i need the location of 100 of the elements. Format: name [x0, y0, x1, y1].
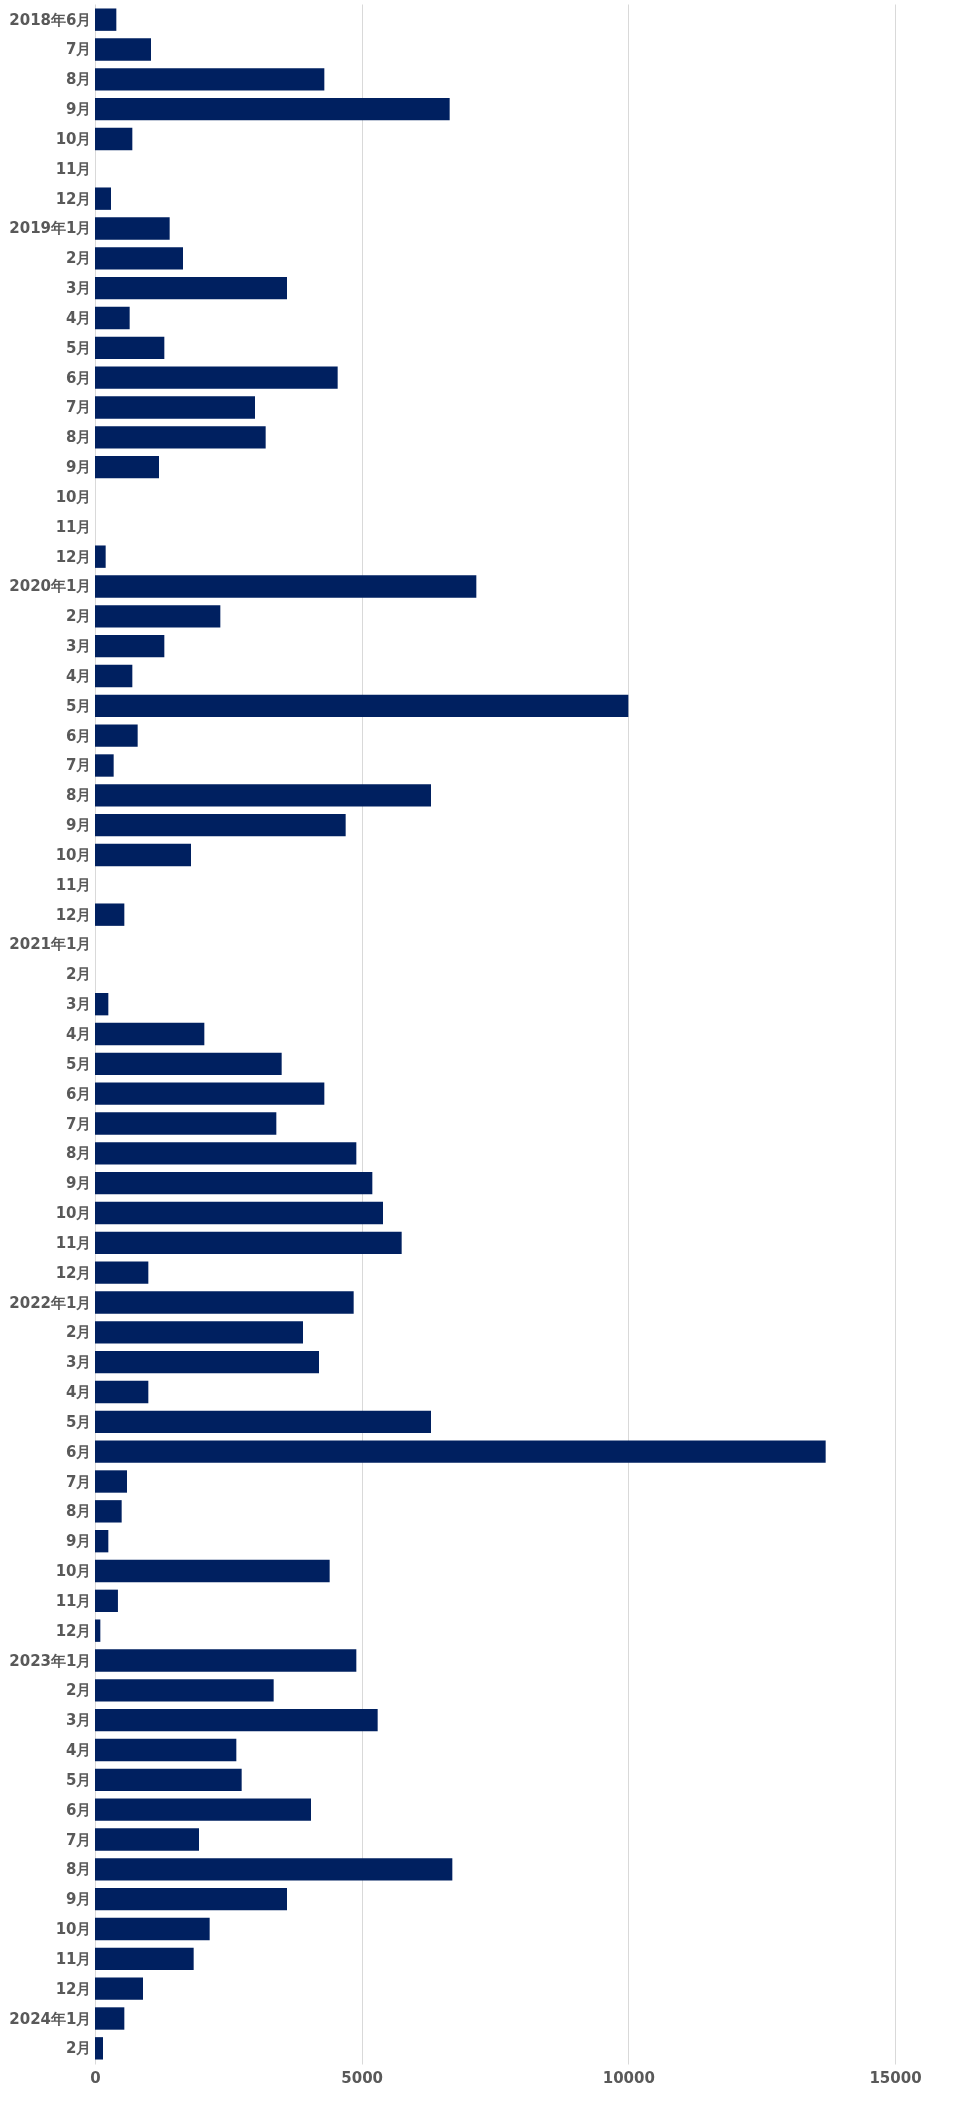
bar: [95, 97, 450, 121]
bar: [95, 1679, 274, 1702]
bar: [95, 545, 106, 568]
y-tick-label: 6月: [66, 726, 92, 745]
bar: [95, 694, 629, 718]
bar: [95, 1052, 282, 1076]
y-tick-label: 7月: [66, 1830, 92, 1849]
bar: [95, 247, 183, 270]
y-tick-label: 6月: [66, 1442, 92, 1461]
y-tick-label: 2月: [66, 1323, 92, 1342]
bar: [95, 1201, 383, 1225]
y-tick-label: 8月: [66, 1144, 92, 1163]
y-tick-label: 2019年1月: [9, 219, 92, 238]
bar: [95, 724, 138, 747]
y-tick-label: 7月: [66, 398, 92, 417]
y-tick-label: 7月: [66, 1114, 92, 1133]
y-tick-label: 12月: [55, 547, 92, 566]
y-tick-label: 2月: [66, 965, 92, 984]
y-tick-label: 8月: [66, 1860, 92, 1879]
y-tick-label: 3月: [66, 1711, 92, 1730]
bar: [95, 8, 117, 31]
y-tick-label: 7月: [66, 756, 92, 775]
y-tick-label: 10月: [55, 1204, 92, 1222]
bar: [95, 1768, 242, 1792]
y-tick-label: 5月: [66, 1412, 92, 1431]
bar: [95, 1798, 311, 1821]
bar: [95, 1261, 149, 1284]
y-tick-label: 10月: [55, 488, 92, 506]
bar: [95, 127, 133, 151]
bar: [95, 1171, 373, 1195]
y-tick-label: 11月: [55, 1233, 92, 1252]
y-tick-label: 2020年1月: [9, 577, 92, 596]
bar: [95, 217, 170, 240]
y-tick-label: 9月: [66, 458, 92, 477]
y-tick-label: 5月: [66, 696, 92, 715]
y-tick-label: 3月: [66, 279, 92, 298]
y-tick-label: 5月: [66, 1054, 92, 1073]
y-tick-label: 9月: [66, 1532, 92, 1551]
bar: [95, 1350, 319, 1374]
x-tick-label: 15000: [869, 2068, 922, 2087]
y-tick-label: 4月: [66, 1383, 92, 1401]
bar: [95, 634, 165, 658]
bar: [95, 1977, 143, 2000]
bar: [95, 68, 325, 91]
bar: [95, 1112, 277, 1135]
bar: [95, 1887, 287, 1911]
y-tick-label: 5月: [66, 1770, 92, 1789]
y-tick-label: 11月: [55, 1949, 92, 1968]
bar: [95, 366, 338, 389]
y-tick-label: 2月: [66, 1681, 92, 1700]
x-tick-label: 5000: [341, 2068, 384, 2087]
y-tick-label: 6月: [66, 1800, 92, 1819]
bar: [95, 426, 266, 449]
y-tick-label: 11月: [55, 517, 92, 536]
bar: [95, 1708, 378, 1732]
y-tick-label: 8月: [66, 786, 92, 805]
y-tick-label: 12月: [55, 1263, 92, 1282]
bar: [95, 1828, 199, 1851]
bar: [95, 1470, 127, 1493]
y-tick-label: 9月: [66, 1890, 92, 1909]
bar: [95, 306, 130, 330]
bar: [95, 1082, 325, 1105]
y-tick-label: 2月: [66, 249, 92, 268]
bar: [95, 784, 431, 807]
y-tick-label: 11月: [55, 1591, 92, 1610]
bar: [95, 276, 287, 300]
y-tick-label: 10月: [55, 1920, 92, 1938]
y-tick-label: 8月: [66, 428, 92, 447]
y-tick-label: 2021年1月: [9, 935, 92, 954]
bar: [95, 843, 191, 867]
y-tick-label: 12月: [55, 189, 92, 208]
bar: [95, 1858, 453, 1881]
bar: [95, 2007, 125, 2030]
y-tick-label: 10月: [55, 846, 92, 864]
y-tick-label: 2月: [66, 2039, 92, 2058]
bar: [95, 1917, 210, 1941]
bar: [95, 1231, 402, 1255]
bar: [95, 1589, 118, 1613]
bar: [95, 396, 255, 419]
bar: [95, 1649, 357, 1672]
y-tick-label: 7月: [66, 40, 92, 59]
bar: [95, 575, 477, 598]
bar: [95, 336, 165, 360]
y-tick-label: 12月: [55, 1621, 92, 1640]
y-tick-label: 7月: [66, 1472, 92, 1491]
y-tick-label: 11月: [55, 875, 92, 894]
bar: [95, 754, 114, 777]
y-tick-label: 3月: [66, 637, 92, 656]
bar: [95, 1440, 826, 1463]
y-tick-label: 12月: [55, 1979, 92, 1998]
y-tick-label: 11月: [55, 159, 92, 178]
bar: [95, 455, 159, 479]
bar: [95, 1500, 122, 1523]
y-tick-label: 3月: [66, 1353, 92, 1372]
y-tick-label: 2022年1月: [9, 1293, 92, 1312]
y-tick-label: 4月: [66, 667, 92, 685]
y-tick-label: 2024年1月: [9, 2009, 92, 2028]
y-tick-label: 12月: [55, 905, 92, 924]
bar: [95, 1559, 330, 1583]
bar: [95, 813, 346, 837]
